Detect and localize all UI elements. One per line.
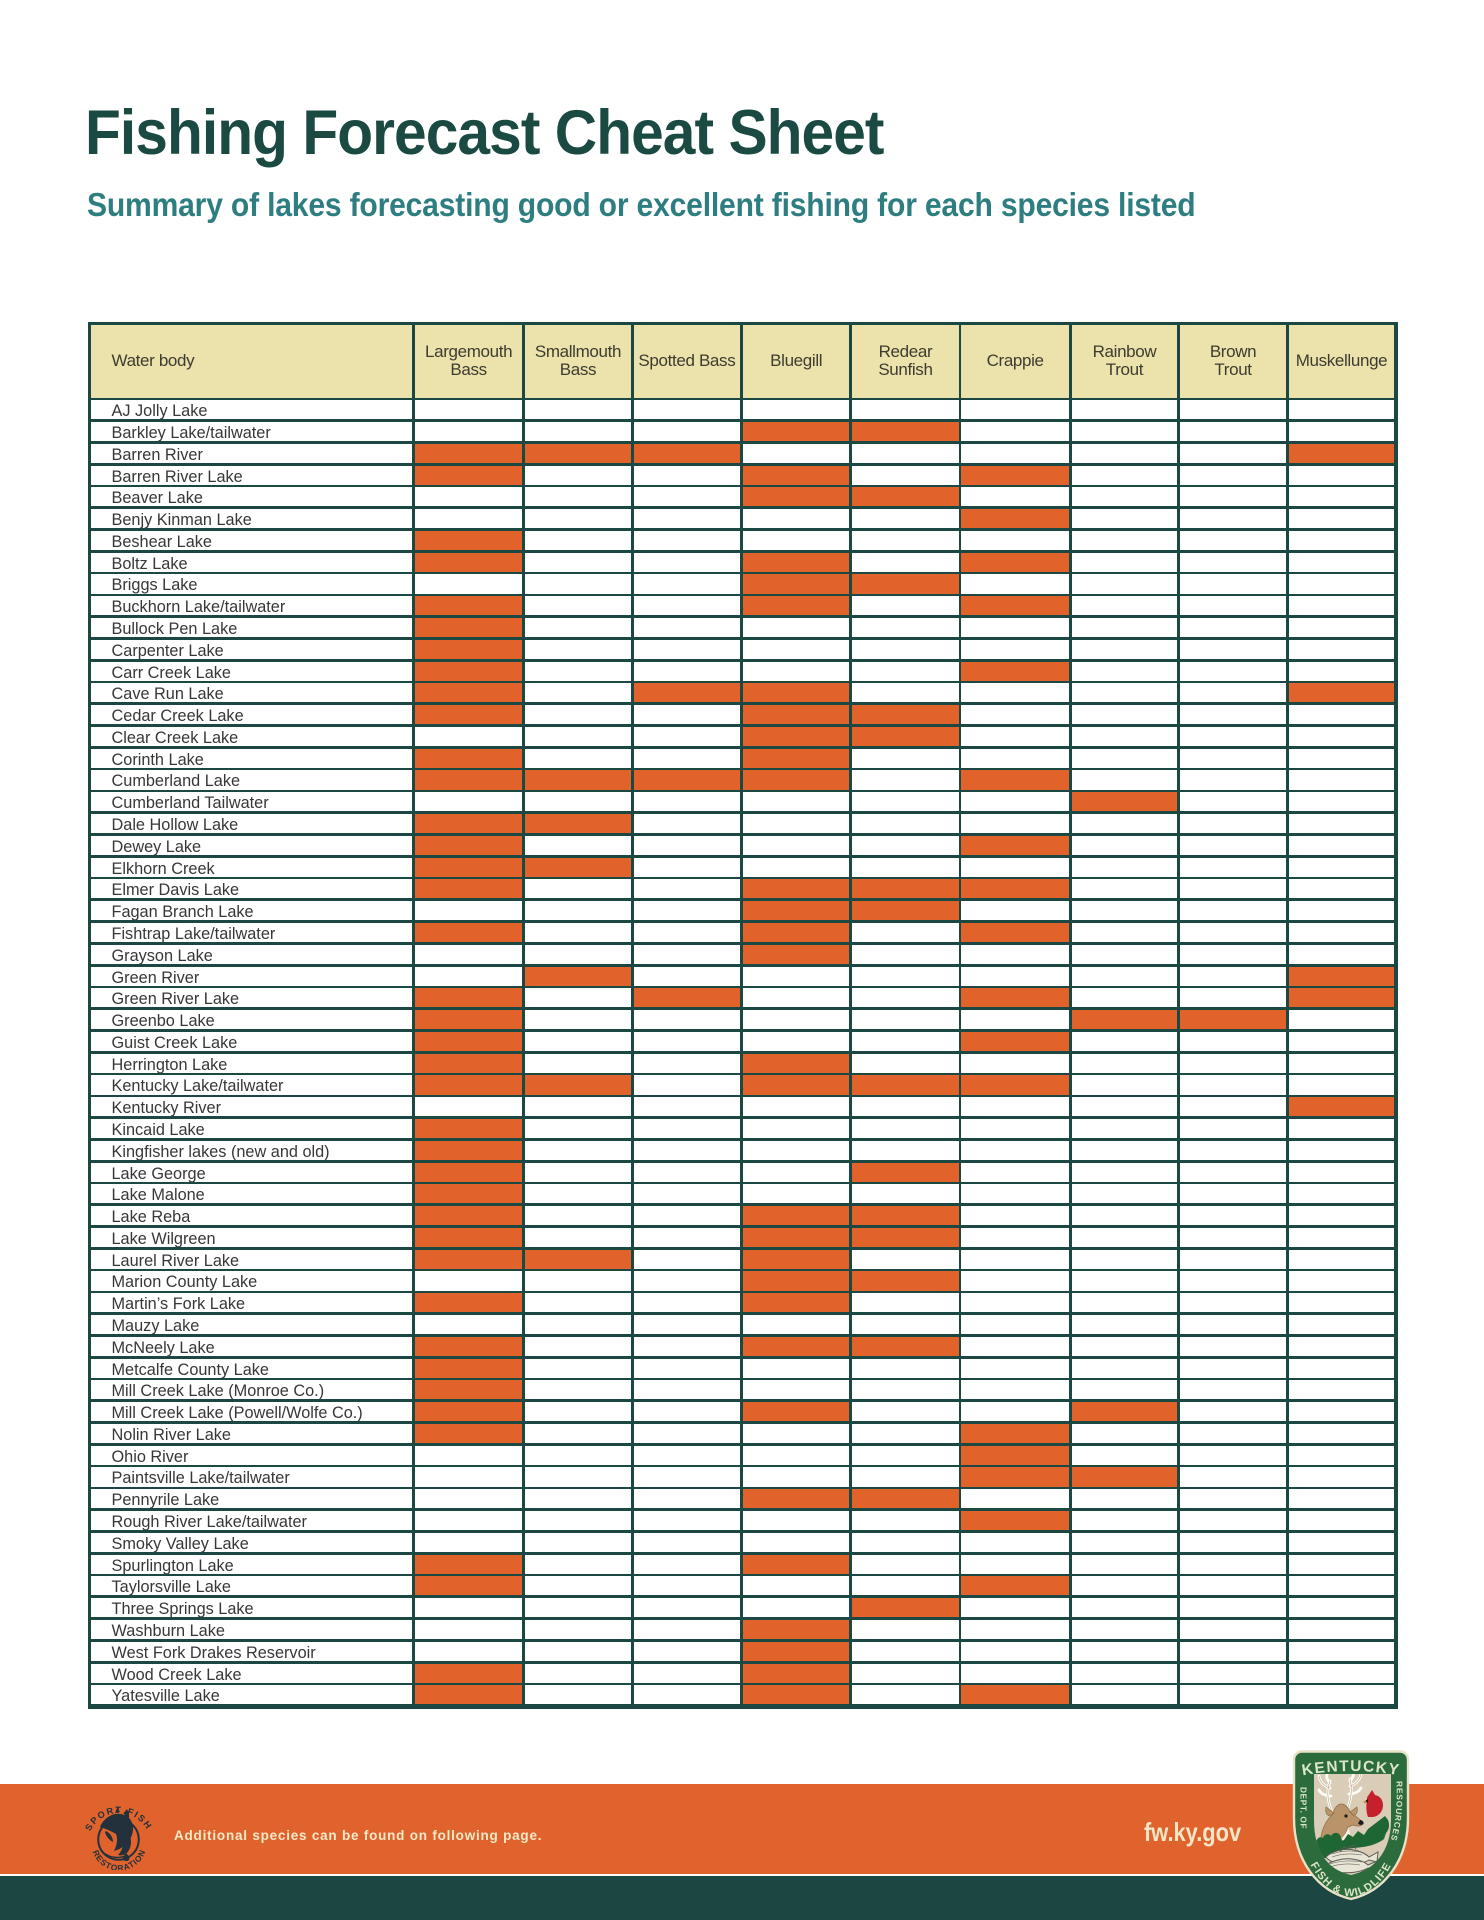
- svg-text:KENTUCKY: KENTUCKY: [1301, 1758, 1402, 1779]
- svg-text:DEPT. OF: DEPT. OF: [1299, 1787, 1309, 1829]
